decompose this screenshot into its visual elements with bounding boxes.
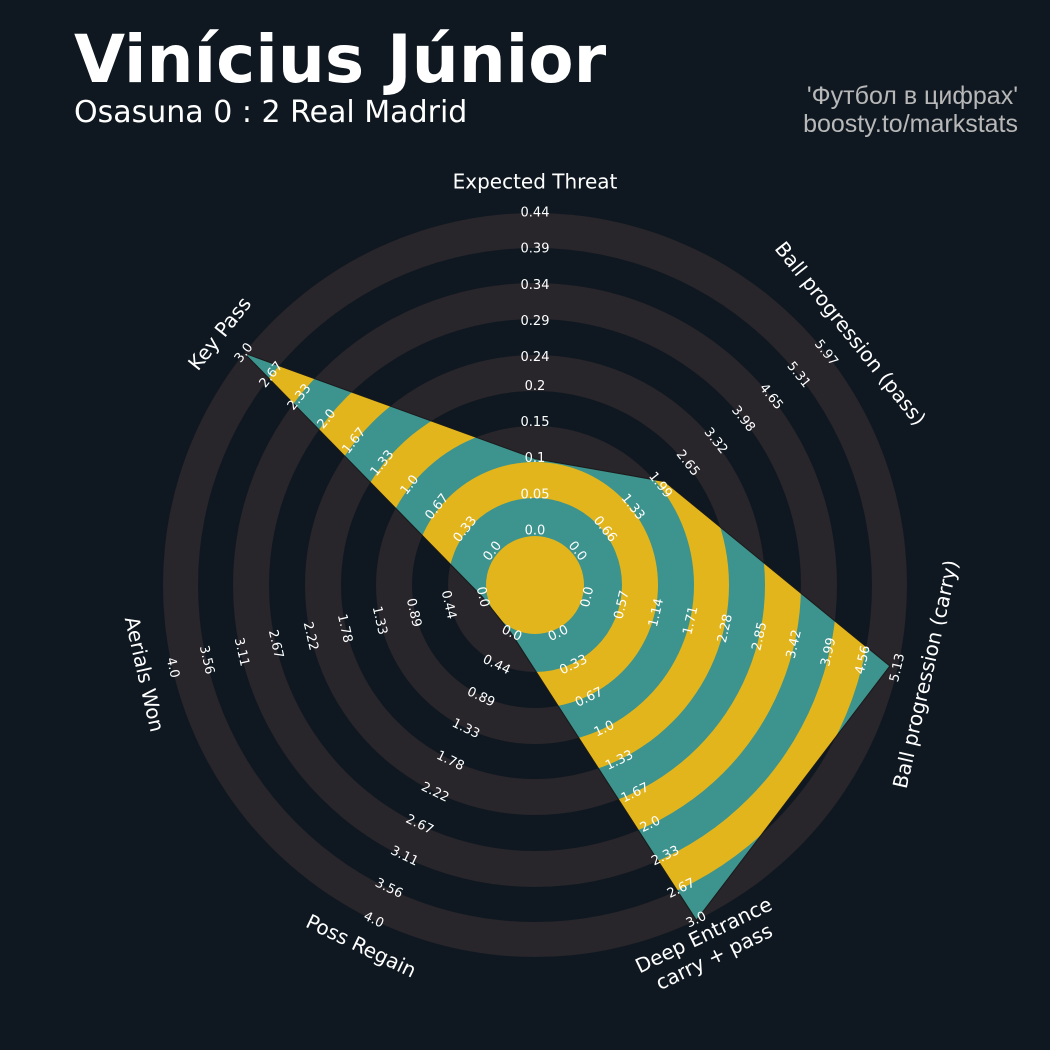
axis-tick-label: 0.44 bbox=[438, 589, 459, 621]
axis-tick-label: 1.78 bbox=[334, 613, 355, 645]
axis-tick-label: 0.1 bbox=[525, 451, 546, 466]
axis-tick-label: 0.29 bbox=[521, 314, 550, 329]
axis-tick-label: 0.57 bbox=[612, 589, 633, 621]
axis-tick-label: 0.2 bbox=[525, 379, 546, 394]
axis-tick-label: 0.0 bbox=[473, 585, 492, 609]
axis-tick-label: 2.22 bbox=[300, 621, 321, 653]
axis-tick-label: 1.14 bbox=[646, 597, 667, 629]
axis-tick-label: 0.34 bbox=[521, 278, 550, 293]
axis-tick-label: 0.0 bbox=[578, 585, 597, 609]
axis-tick-label: 4.0 bbox=[163, 656, 182, 680]
credit: boosty.to/markstats bbox=[803, 110, 1018, 138]
axis-tick-label: 1.71 bbox=[680, 605, 701, 637]
axis-tick-label: 0.05 bbox=[521, 487, 550, 502]
axis-tick-label: 2.67 bbox=[265, 628, 286, 660]
axis-tick-label: 4.56 bbox=[853, 644, 874, 676]
axis-tick-label: 0.24 bbox=[521, 350, 550, 365]
axis-tick-label: 5.13 bbox=[887, 652, 908, 684]
chart-title: Vinícius Júnior bbox=[74, 21, 607, 98]
chart-subtitle: Osasuna 0 : 2 Real Madrid bbox=[74, 95, 467, 130]
axis-tick-label: 0.39 bbox=[521, 242, 550, 257]
axis-tick-label: 3.56 bbox=[196, 644, 217, 676]
axis-tick-label: 3.11 bbox=[231, 636, 252, 668]
radar-fill bbox=[244, 353, 890, 921]
param-label-line: Expected Threat bbox=[453, 170, 618, 194]
axis-tick-label: 0.44 bbox=[521, 206, 550, 221]
axis-tick-label: 0.0 bbox=[525, 524, 546, 539]
axis-tick-label: 0.89 bbox=[403, 597, 424, 629]
radar-polygon bbox=[243, 352, 891, 922]
axis-tick-label: 3.99 bbox=[818, 636, 839, 668]
axis-tick-label: 3.42 bbox=[784, 628, 805, 660]
axis-tick-label: 2.85 bbox=[749, 621, 770, 653]
axis-tick-label: 1.33 bbox=[369, 605, 390, 637]
param-label: Expected Threat bbox=[453, 170, 618, 194]
credit: 'Футбол в цифрах' bbox=[807, 82, 1018, 110]
radar-band bbox=[486, 536, 584, 634]
axis-tick-label: 0.15 bbox=[521, 415, 550, 430]
axis-tick-label: 2.28 bbox=[715, 613, 736, 645]
